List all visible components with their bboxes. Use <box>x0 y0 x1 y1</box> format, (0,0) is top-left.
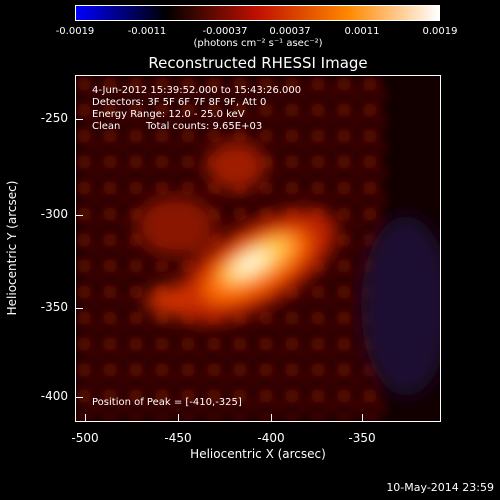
colorbar-tick: -0.0011 <box>127 26 167 37</box>
y-tick <box>75 308 83 309</box>
x-tick <box>85 414 86 422</box>
x-tick <box>178 414 179 422</box>
colorbar-tick: 0.0019 <box>422 26 458 37</box>
y-tick-label: -300 <box>40 207 68 221</box>
y-axis-title: Heliocentric Y (arcsec) <box>5 180 19 316</box>
x-tick-label: -400 <box>257 431 285 445</box>
time-range: 4-Jun-2012 15:39:52.000 to 15:43:26.000 <box>92 85 302 96</box>
detectors: Detectors: 3F 5F 6F 7F 8F 9F, Att 0 <box>92 97 267 108</box>
y-tick-label: -400 <box>40 389 68 403</box>
plot-title: Reconstructed RHESSI Image <box>148 54 368 72</box>
y-tick-label: -350 <box>40 300 68 314</box>
colorbar-tick: -0.0019 <box>55 26 95 37</box>
y-tick <box>75 119 83 120</box>
y-tick-label: -250 <box>40 111 68 125</box>
y-tick <box>75 397 83 398</box>
colorbar-tick: 0.00037 <box>269 26 311 37</box>
x-tick <box>271 414 272 422</box>
colorbar <box>75 5 440 21</box>
algorithm: Clean <box>92 121 121 132</box>
x-tick-label: -500 <box>71 431 99 445</box>
source-emission <box>136 141 337 323</box>
rhessi-image <box>76 76 440 421</box>
colorbar-unit-label: (photons cm⁻² s⁻¹ asec⁻²) <box>193 38 323 49</box>
x-axis-title: Heliocentric X (arcsec) <box>190 447 326 461</box>
total-counts: Total counts: 9.65E+03 <box>146 121 263 132</box>
negative-region <box>361 216 440 396</box>
x-tick <box>362 414 363 422</box>
x-tick-label: -350 <box>348 431 376 445</box>
footer-timestamp: 10-May-2014 23:59 <box>386 481 494 494</box>
peak-position: Position of Peak = [-410,-325] <box>92 397 242 408</box>
image-plot <box>75 75 441 422</box>
x-tick-label: -450 <box>164 431 192 445</box>
y-tick <box>75 215 83 216</box>
energy-range: Energy Range: 12.0 - 25.0 keV <box>92 109 245 120</box>
colorbar-tick: -0.00037 <box>202 26 248 37</box>
colorbar-tick: 0.0011 <box>344 26 380 37</box>
